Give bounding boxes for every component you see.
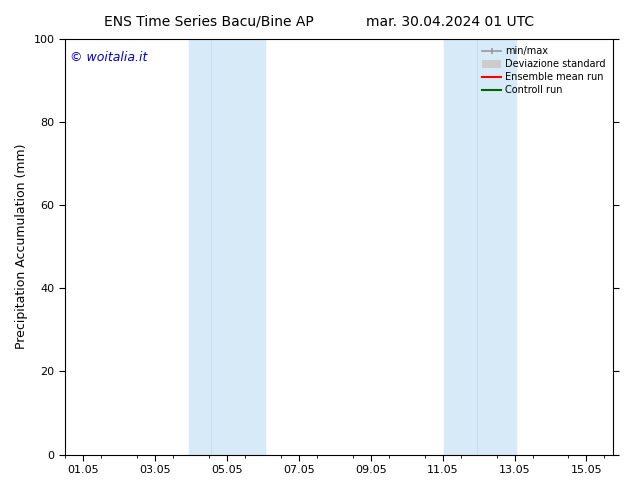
Text: mar. 30.04.2024 01 UTC: mar. 30.04.2024 01 UTC: [366, 15, 534, 29]
Text: ENS Time Series Bacu/Bine AP: ENS Time Series Bacu/Bine AP: [105, 15, 314, 29]
Legend: min/max, Deviazione standard, Ensemble mean run, Controll run: min/max, Deviazione standard, Ensemble m…: [479, 44, 609, 98]
Bar: [189, 39, 264, 455]
Text: © woitalia.it: © woitalia.it: [70, 51, 148, 64]
Bar: [444, 39, 516, 455]
Y-axis label: Precipitation Accumulation (mm): Precipitation Accumulation (mm): [15, 144, 28, 349]
